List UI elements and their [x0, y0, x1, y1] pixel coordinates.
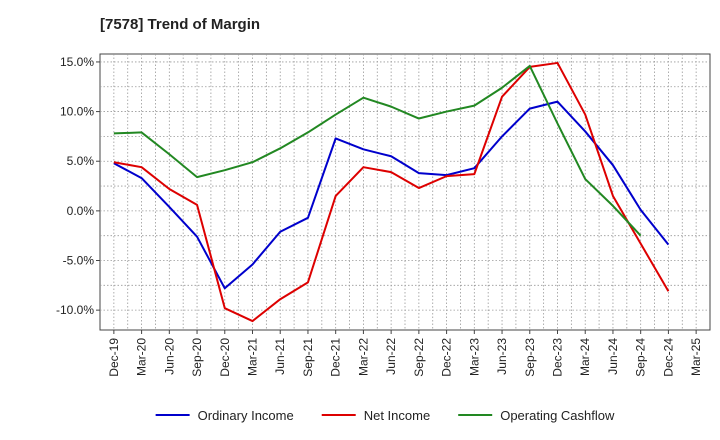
x-tick-label: Mar-21: [246, 338, 260, 376]
series-line-net-income: [113, 61, 670, 323]
x-tick-label: Jun-24: [606, 338, 620, 375]
x-tick-label: Jun-22: [384, 338, 398, 375]
legend: Ordinary Income Net Income Operating Cashf…: [155, 408, 615, 423]
x-axis-ticks: Dec-19 Mar-20 Jun-20 Sep-20 Dec-20 Mar-21 Jun-…: [107, 330, 703, 377]
legend-label-net-income: Net Income: [364, 408, 430, 423]
x-tick-label: Sep-21: [301, 338, 315, 377]
legend-label-operating-cashflow: Operating Cashflow: [500, 408, 615, 423]
chart-title: [7578] Trend of Margin: [100, 16, 260, 33]
x-tick-label: Mar-24: [578, 338, 592, 376]
y-axis-ticks: 15.0% 10.0% 5.0% 0.0% -5.0% -10.0%: [56, 55, 100, 317]
y-tick-label: -5.0%: [63, 254, 95, 268]
x-tick-label: Mar-25: [689, 338, 703, 376]
y-tick-label: 15.0%: [60, 55, 94, 69]
series-line-operating-cashflow: [113, 64, 642, 237]
y-tick-label: -10.0%: [56, 303, 94, 317]
series-line-ordinary-income: [113, 100, 670, 290]
x-tick-label: Mar-22: [356, 338, 370, 376]
x-tick-label: Jun-20: [162, 338, 176, 375]
legend-label-ordinary-income: Ordinary Income: [198, 408, 294, 423]
x-tick-label: Mar-23: [467, 338, 481, 376]
x-tick-label: Dec-20: [218, 338, 232, 377]
x-tick-label: Sep-22: [412, 338, 426, 377]
y-tick-label: 0.0%: [67, 204, 95, 218]
x-tick-label: Dec-22: [440, 338, 454, 377]
x-tick-label: Jun-23: [495, 338, 509, 375]
y-tick-label: 5.0%: [67, 154, 95, 168]
grid-lines: [100, 54, 710, 330]
x-tick-label: Dec-24: [661, 338, 675, 377]
x-tick-label: Mar-20: [135, 338, 149, 376]
x-tick-label: Sep-24: [634, 338, 648, 377]
x-tick-label: Sep-20: [190, 338, 204, 377]
y-tick-label: 10.0%: [60, 105, 94, 119]
x-tick-label: Dec-21: [329, 338, 343, 377]
x-tick-label: Jun-21: [273, 338, 287, 375]
x-tick-label: Dec-19: [107, 338, 121, 377]
series-lines: [113, 61, 670, 323]
x-tick-label: Sep-23: [523, 338, 537, 377]
x-tick-label: Dec-23: [551, 338, 565, 377]
